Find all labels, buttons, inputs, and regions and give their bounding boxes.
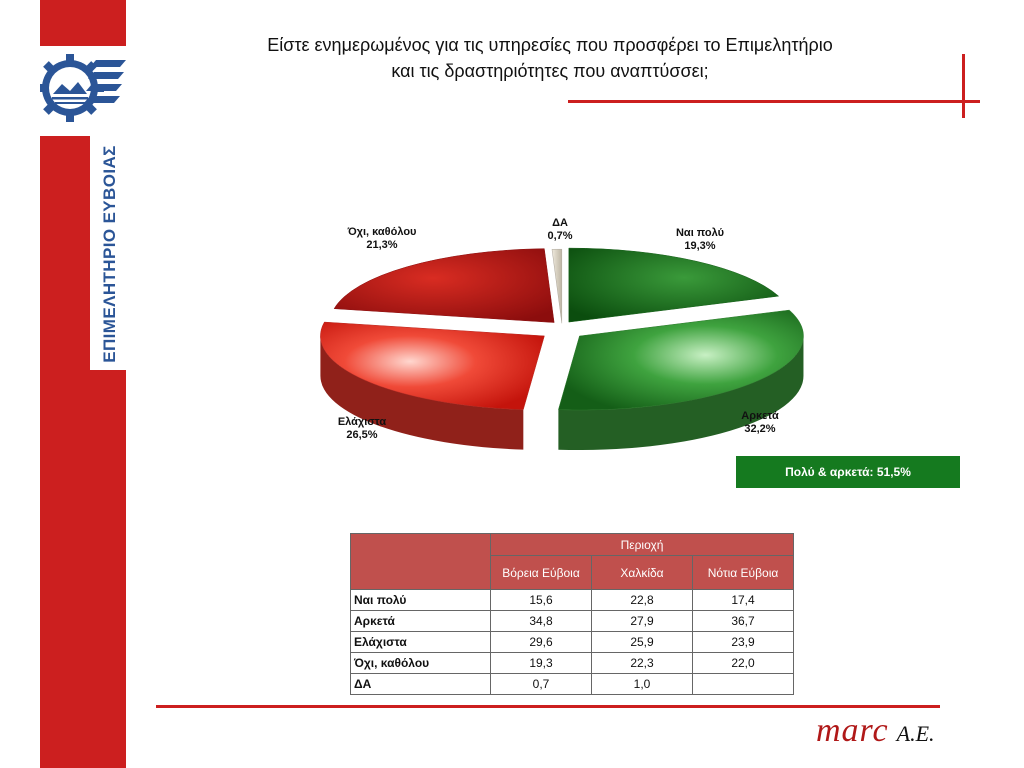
table-cell: 29,6 — [490, 631, 592, 653]
table-cell: 27,9 — [591, 610, 693, 632]
brand-logo: marc A.E. — [816, 712, 935, 752]
chamber-logo-icon — [40, 54, 126, 122]
slice-label-oxi: Όχι, καθόλου 21,3% — [347, 226, 417, 251]
table-corner-cell — [350, 533, 491, 590]
pie-slice-oxi-katholou — [333, 248, 555, 323]
slice-label-nai: Ναι πολύ 19,3% — [675, 227, 724, 252]
pie-slice-elaxista-side — [320, 335, 524, 450]
table-cell: 34,8 — [490, 610, 592, 632]
pie-slice-elaxista — [320, 321, 545, 410]
table-cell: 17,4 — [692, 589, 794, 611]
slice-label-elaxista: Ελάχιστα 26,5% — [337, 416, 387, 441]
table-cell: 36,7 — [692, 610, 794, 632]
page-title: Είστε ενημερωμένος για τις υπηρεσίες που… — [200, 32, 900, 84]
pie-slice-da — [551, 248, 563, 324]
table-row: ΔΑ 0,7 1,0 — [350, 673, 794, 695]
table-cell: 22,3 — [591, 652, 693, 674]
table-col-header: Νότια Εύβοια — [692, 555, 794, 590]
table-cell: 19,3 — [490, 652, 592, 674]
title-rule — [568, 100, 980, 103]
row-label: Αρκετά — [350, 610, 491, 632]
sidebar-label-box — [90, 136, 127, 370]
row-label: Ελάχιστα — [350, 631, 491, 653]
pie-slice-arketa-side — [558, 336, 804, 451]
slice-label-arketa: Αρκετά 32,2% — [741, 410, 779, 435]
pie-slice-nai-poly — [568, 247, 780, 323]
table-group-header: Περιοχή — [490, 533, 794, 556]
table-row: Όχι, καθόλου 19,3 22,3 22,0 — [350, 652, 794, 674]
table-row: Ελάχιστα 29,6 25,9 23,9 — [350, 631, 794, 653]
summary-badge: Πολύ & αρκετά: 51,5% — [736, 456, 960, 488]
row-label: Όχι, καθόλου — [350, 652, 491, 674]
table-cell: 22,0 — [692, 652, 794, 674]
title-line-2: και τις δραστηριότητες που αναπτύσσει; — [391, 61, 709, 81]
table-cell: 23,9 — [692, 631, 794, 653]
row-label: ΔΑ — [350, 673, 491, 695]
title-line-1: Είστε ενημερωμένος για τις υπηρεσίες που… — [267, 35, 833, 55]
table-cell — [692, 673, 794, 695]
table-cell: 0,7 — [490, 673, 592, 695]
region-table: Περιοχή Βόρεια Εύβοια Χαλκίδα Νότια Εύβο… — [350, 533, 794, 695]
sidebar-red-bar-top — [40, 0, 126, 46]
brand-suffix: A.E. — [896, 721, 935, 746]
table-col-header: Χαλκίδα — [591, 555, 693, 590]
brand-name: marc — [816, 712, 889, 749]
table-cell: 25,9 — [591, 631, 693, 653]
table-cell: 22,8 — [591, 589, 693, 611]
table-cell: 15,6 — [490, 589, 592, 611]
pie-slice-arketa — [558, 309, 804, 411]
slice-label-da: ΔΑ 0,7% — [547, 217, 573, 242]
table-row: Ναι πολύ 15,6 22,8 17,4 — [350, 589, 794, 611]
table-cell: 1,0 — [591, 673, 693, 695]
row-label: Ναι πολύ — [350, 589, 491, 611]
title-rule-cross — [962, 54, 965, 118]
footer-rule — [156, 705, 940, 708]
table-row: Αρκετά 34,8 27,9 36,7 — [350, 610, 794, 632]
table-col-header: Βόρεια Εύβοια — [490, 555, 592, 590]
